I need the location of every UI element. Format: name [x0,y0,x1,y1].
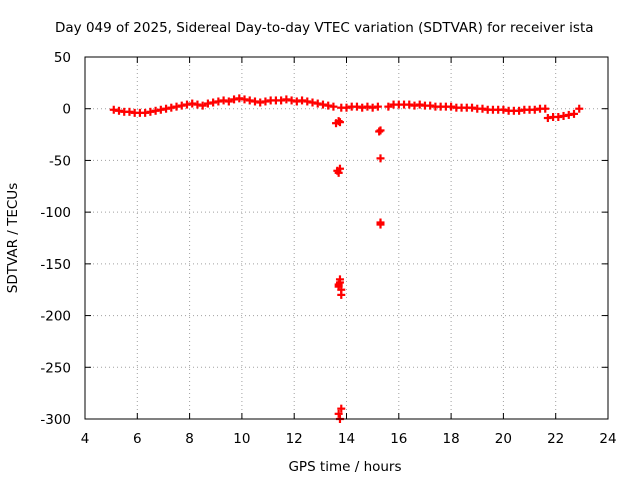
x-tick-label: 22 [547,431,564,447]
data-point [334,282,343,291]
y-tick-label: -50 [49,153,71,169]
y-tick-label: -150 [40,257,71,273]
data-point [335,164,344,173]
x-axis-label: GPS time / hours [288,459,401,475]
data-point [337,404,346,413]
y-tick-label: -300 [40,412,71,428]
y-tick-label: 50 [54,50,71,66]
data-point [335,278,344,287]
data-point [373,102,382,111]
y-tick-label: 0 [62,102,71,118]
data-point [541,104,550,113]
axis-ticks: 4 6 8 10 12 14 16 18 20 22 24 -300 -250 -200 -150 -100 -… [40,50,616,447]
x-tick-label: 20 [495,431,512,447]
x-tick-label: 12 [286,431,303,447]
y-tick-label: -250 [40,360,71,376]
data-points [109,94,584,423]
data-point [376,218,385,227]
x-tick-label: 16 [390,431,407,447]
data-point [570,109,579,118]
x-tick-label: 6 [133,431,142,447]
data-point [224,97,233,106]
chart-title: Day 049 of 2025, Sidereal Day-to-day VTE… [55,20,594,36]
x-tick-label: 24 [599,431,616,447]
data-point [329,102,338,111]
y-tick-label: -100 [40,205,71,221]
x-tick-label: 8 [185,431,194,447]
y-axis-label: SDTVAR / TECUs [5,183,21,293]
data-point [334,409,343,418]
x-tick-label: 4 [81,431,90,447]
data-point [376,154,385,163]
data-point [335,118,344,127]
data-point [375,127,384,136]
x-tick-label: 10 [233,431,250,447]
data-point [337,290,346,299]
y-tick-label: -200 [40,309,71,325]
x-tick-label: 14 [338,431,355,447]
data-point [384,102,393,111]
data-point [575,104,584,113]
data-point [198,101,207,110]
x-tick-label: 18 [443,431,460,447]
